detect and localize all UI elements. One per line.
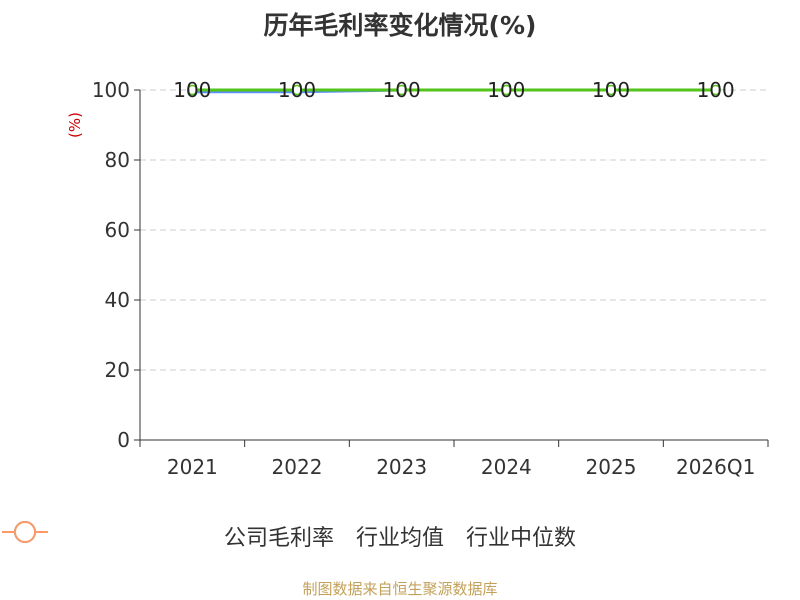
legend: 公司毛利率 行业均值 行业中位数: [0, 520, 800, 552]
x-tick-label: 2023: [376, 455, 427, 479]
y-tick-label: 20: [105, 358, 130, 382]
axes: 0 20 40 60 80 100 2021 2022 2023 2024 2025 2026Q1: [92, 78, 769, 479]
data-point: [396, 84, 407, 96]
x-tick-label: 2021: [167, 455, 218, 479]
series-layer: [187, 84, 721, 97]
data-label: 100: [487, 78, 525, 102]
data-label: 100: [697, 78, 735, 102]
legend-item[interactable]: 行业中位数: [2, 520, 577, 552]
data-point: [187, 84, 198, 96]
legend-item[interactable]: 公司毛利率: [2, 520, 334, 552]
data-point: [501, 84, 512, 96]
data-label: 100: [278, 78, 316, 102]
source-note: 制图数据来自恒生聚源数据库: [302, 580, 498, 598]
data-label: 100: [592, 78, 630, 102]
legend-item[interactable]: 行业均值: [2, 520, 444, 552]
x-tick-label: 2026Q1: [676, 455, 755, 479]
y-tick-label: 80: [105, 148, 130, 172]
y-tick-label: 60: [105, 218, 130, 242]
data-point: [710, 84, 721, 96]
grid-lines: [140, 89, 768, 371]
x-tick-label: 2025: [586, 455, 637, 479]
legend-label: 行业均值: [355, 526, 444, 551]
data-label: 100: [383, 78, 421, 102]
y-tick-label: 0: [117, 428, 130, 452]
data-point: [291, 84, 303, 96]
data-point: [605, 84, 617, 96]
chart-title: 历年毛利率变化情况(%): [263, 11, 537, 40]
data-label: 100: [173, 78, 211, 102]
legend-marker-icon: [2, 521, 48, 543]
data-labels: 100 100 100 100 100 100: [173, 78, 735, 102]
y-tick-label: 100: [92, 78, 130, 102]
x-tick-label: 2022: [272, 455, 323, 479]
y-axis-label: (%): [66, 112, 84, 138]
legend-label: 行业中位数: [466, 526, 577, 551]
x-tick-label: 2024: [481, 455, 532, 479]
legend-label: 公司毛利率: [223, 526, 334, 551]
y-tick-label: 40: [105, 288, 130, 312]
